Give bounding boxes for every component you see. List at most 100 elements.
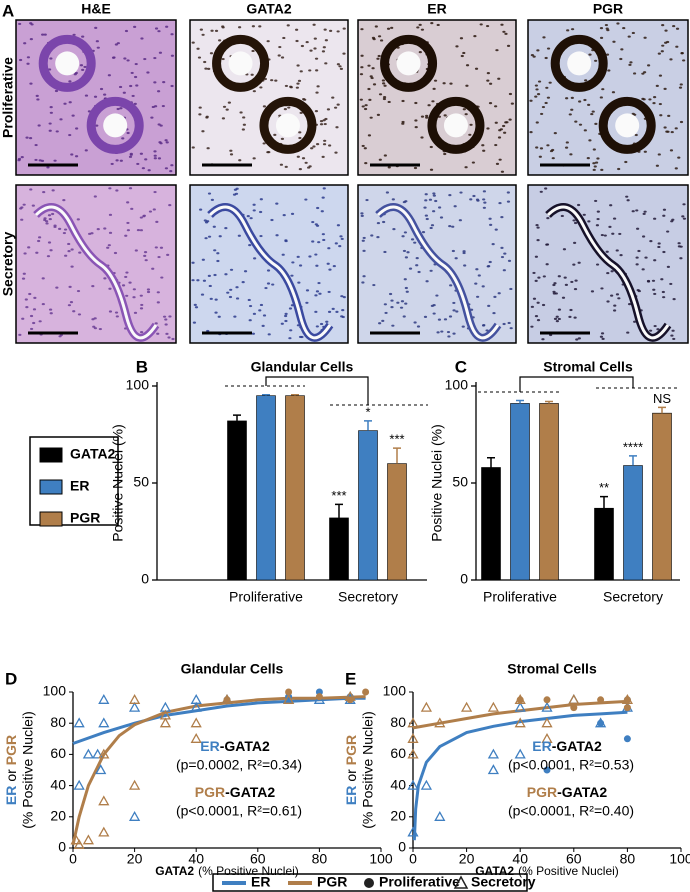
- nucleus: [392, 228, 396, 231]
- nucleus: [119, 159, 123, 162]
- data-point: [82, 834, 95, 845]
- y-tick-label: 100: [383, 683, 407, 699]
- nucleus: [29, 327, 34, 331]
- nucleus: [599, 27, 604, 30]
- nucleus: [420, 28, 425, 31]
- nucleus: [18, 333, 22, 336]
- nucleus: [532, 55, 536, 58]
- nucleus: [677, 245, 681, 248]
- nucleus: [36, 98, 40, 101]
- y-tick-label: 80: [50, 714, 66, 730]
- nucleus: [139, 307, 144, 310]
- nucleus: [383, 303, 387, 306]
- nucleus: [53, 224, 57, 227]
- error-bar: [487, 457, 495, 468]
- nucleus: [486, 127, 490, 130]
- nucleus: [45, 222, 49, 225]
- nucleus: [617, 297, 621, 300]
- annotation-part: ER: [532, 738, 551, 754]
- nucleus: [208, 284, 212, 288]
- nucleus: [500, 23, 504, 26]
- x-tick-label: 100: [669, 851, 690, 867]
- nucleus: [572, 263, 576, 266]
- nucleus: [165, 25, 169, 28]
- nucleus: [418, 23, 422, 26]
- nucleus: [341, 309, 345, 312]
- nucleus: [494, 105, 498, 108]
- nucleus: [259, 198, 263, 201]
- nucleus: [390, 26, 394, 29]
- nucleus: [210, 29, 214, 32]
- nucleus: [300, 335, 304, 339]
- nucleus: [216, 259, 220, 263]
- nucleus: [262, 314, 267, 317]
- lumen: [376, 205, 500, 340]
- nucleus: [655, 164, 659, 167]
- nucleus: [678, 86, 683, 89]
- chart-title: Glandular Cells: [251, 359, 354, 375]
- nucleus: [599, 36, 604, 40]
- nucleus: [305, 289, 310, 292]
- gland: [259, 96, 317, 154]
- nucleus: [241, 128, 245, 131]
- data-point: [315, 693, 323, 701]
- nucleus: [212, 225, 216, 228]
- nucleus: [381, 319, 385, 322]
- nucleus: [108, 287, 112, 290]
- nucleus: [542, 36, 546, 39]
- nucleus: [661, 44, 665, 47]
- data-point: [623, 704, 631, 712]
- nucleus: [551, 157, 555, 160]
- data-point: [434, 717, 446, 728]
- nucleus: [481, 285, 485, 288]
- nucleus: [308, 69, 312, 72]
- nucleus: [557, 275, 561, 278]
- nucleus: [338, 65, 342, 68]
- nucleus: [635, 209, 639, 212]
- nucleus: [475, 198, 480, 201]
- gland: [550, 34, 608, 92]
- nucleus: [242, 116, 246, 119]
- nucleus: [617, 167, 621, 171]
- data-point: [623, 696, 631, 704]
- nucleus: [414, 119, 418, 122]
- nucleus: [479, 23, 483, 26]
- nucleus: [401, 122, 405, 125]
- nucleus: [21, 317, 25, 320]
- lumen: [615, 113, 640, 138]
- nucleus: [314, 253, 318, 256]
- data-point: [514, 717, 526, 728]
- nucleus: [18, 22, 22, 26]
- nucleus: [84, 94, 89, 97]
- nucleus: [432, 210, 436, 213]
- nucleus: [246, 215, 250, 218]
- nucleus: [135, 84, 139, 87]
- nucleus: [669, 149, 674, 152]
- nucleus: [124, 275, 128, 279]
- nucleus: [615, 249, 619, 252]
- legend-label: PGR: [70, 510, 100, 526]
- x-tick-label: Proliferative: [229, 589, 303, 605]
- nucleus: [509, 327, 513, 330]
- nucleus: [298, 264, 303, 267]
- nucleus: [367, 134, 372, 137]
- nucleus: [241, 281, 245, 284]
- significance-label: ****: [623, 439, 643, 454]
- y-axis-label-part: or: [3, 769, 19, 782]
- nucleus: [248, 244, 252, 247]
- y-axis-label: ER or PGR: [343, 735, 359, 805]
- nucleus: [657, 242, 661, 245]
- nucleus: [289, 329, 293, 332]
- nucleus: [296, 64, 300, 67]
- nucleus: [573, 316, 577, 319]
- nucleus: [401, 235, 405, 238]
- nucleus: [139, 294, 143, 297]
- nucleus: [84, 149, 88, 152]
- error-bar: [658, 406, 666, 414]
- nucleus: [17, 157, 22, 161]
- nucleus: [128, 281, 132, 284]
- nucleus: [437, 318, 442, 321]
- nucleus: [590, 290, 595, 293]
- nucleus: [303, 98, 307, 101]
- nucleus: [339, 235, 343, 238]
